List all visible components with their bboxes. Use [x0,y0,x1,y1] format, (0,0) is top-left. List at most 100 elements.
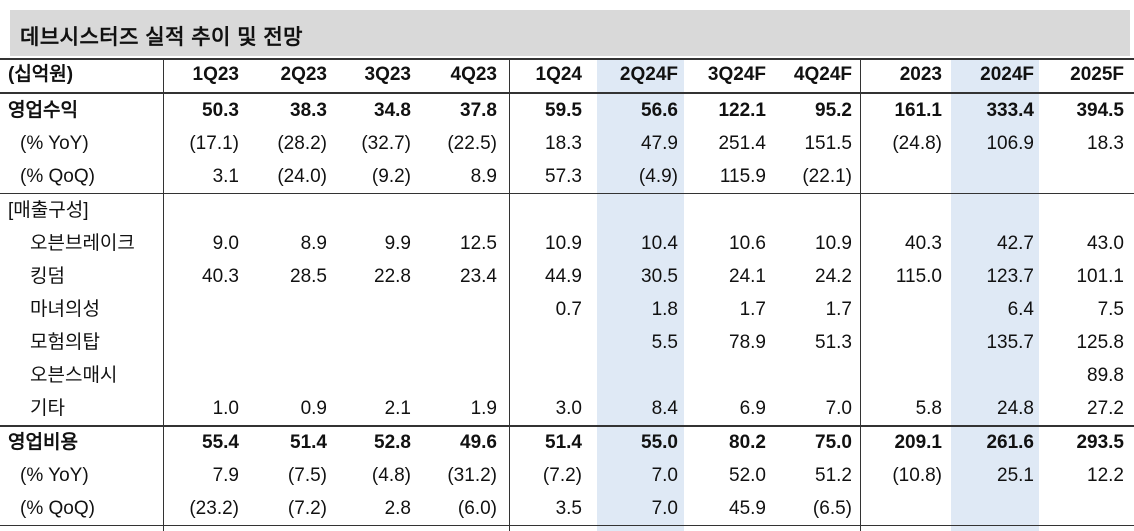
column-header: 3Q24F [707,64,766,85]
table-cell [861,359,942,392]
table-cell [861,160,942,193]
row-label: 오븐스매시 [30,365,118,386]
table-cell: 115.0 [895,266,942,287]
table-cell: 10.9 [545,233,582,254]
row-label: 마녀의성 [30,299,100,320]
table-cell [684,359,766,392]
table-cell: 8.9 [470,166,497,187]
table-cell: 1.8 [651,299,678,320]
unit-label: (십억원) [8,64,74,85]
table-cell: (7.2) [542,465,582,486]
row-label: (% QoQ) [20,498,95,519]
table-cell: 6.4 [1007,299,1034,320]
table-cell [253,359,327,392]
table-cell: 55.0 [641,432,678,453]
table-cell: 27.2 [1087,398,1124,419]
row-label: (% YoY) [20,465,89,486]
table-cell: 59.5 [545,100,582,121]
table-cell: 12.5 [460,233,497,254]
table-cell: (7.2) [287,498,327,519]
table-cell [425,326,497,359]
table-cell: 40.3 [202,266,239,287]
table-cell [861,326,942,359]
table-cell: 209.1 [894,432,942,453]
table-cell [165,293,239,326]
row-label: 킹덤 [30,266,65,287]
table-cell: 40.3 [905,233,942,254]
row-label: (% QoQ) [20,166,95,187]
column-header: 2023 [899,64,942,85]
table-cell: 251.4 [718,133,766,154]
table-cell: 7.0 [651,465,678,486]
table-cell: 1.7 [739,299,766,320]
table-cell: (7.5) [287,465,327,486]
table-cell: 125.8 [1076,332,1124,353]
table-cell: 115.9 [719,166,766,187]
horizontal-rule [0,425,1134,427]
table-cell [1039,492,1124,525]
table-cell: 6.9 [739,398,766,419]
title-bar: 데브시스터즈 실적 추이 및 전망 [10,10,1130,56]
table-cell: 3.5 [555,498,582,519]
table-cell [597,194,678,227]
table-cell: 7.5 [1097,299,1124,320]
table-cell [165,194,239,227]
table-cell [771,359,852,392]
table-cell: 78.9 [729,332,766,353]
table-cell [684,194,766,227]
table-cell: 24.2 [815,266,852,287]
row-label: 기타 [30,398,65,419]
table-cell: 95.2 [815,100,852,121]
row-label: [매출구성] [8,200,89,221]
table-cell: 1.0 [212,398,239,419]
table-cell: 38.3 [290,100,327,121]
table-cell: 50.3 [202,100,239,121]
table-cell: 30.5 [641,266,678,287]
table-cell: 1.7 [825,299,852,320]
table-cell [511,326,582,359]
table-row: (% QoQ) (23.2) (7.2) 2.8 (6.0) 3.5 7.0 45.9 (6.5… [0,492,1134,525]
table-row: [매출구성] [0,194,1134,227]
table-cell: 42.7 [997,233,1034,254]
table-cell: 52.8 [374,432,411,453]
table-cell: 24.1 [729,266,766,287]
table-cell [511,359,582,392]
table-cell: 51.4 [545,432,582,453]
vertical-rule [860,58,861,531]
table-cell [861,194,942,227]
table-cell: (17.1) [189,133,239,154]
table-cell: 28.5 [290,266,327,287]
table-cell: 12.2 [1087,465,1124,486]
table-cell: (4.8) [371,465,411,486]
table-cell: 123.7 [986,266,1034,287]
table-row: 기타 1.0 0.9 2.1 1.9 3.0 8.4 6.9 7.0 5.8 24.8 27.2 [0,392,1134,425]
table-cell: (4.9) [638,166,678,187]
table-cell [951,492,1034,525]
table-cell: 22.8 [374,266,411,287]
column-header: 1Q23 [192,64,239,85]
table-cell: (32.7) [361,133,411,154]
table-row: 영업수익 50.3 38.3 34.8 37.8 59.5 56.6 122.1 95.2 161… [0,94,1134,127]
table-cell: 106.9 [986,133,1034,154]
column-header: 4Q23 [450,64,497,85]
table-cell [253,293,327,326]
row-label: 모험의탑 [30,332,100,353]
table-cell [425,194,497,227]
table-cell: 24.8 [997,398,1034,419]
table-cell: (9.2) [371,166,411,187]
table-cell: 75.0 [815,432,852,453]
table-cell: 80.2 [729,432,766,453]
column-header: 1Q24 [535,64,582,85]
row-label: 오븐브레이크 [30,233,135,254]
table-cell: 43.0 [1087,233,1124,254]
table-cell: 45.9 [729,498,766,519]
table-cell: 49.6 [460,432,497,453]
table-cell: 293.5 [1076,432,1124,453]
table-cell [511,194,582,227]
table-cell: 2.8 [384,498,411,519]
table-cell: 23.4 [460,266,497,287]
table-cell: 394.5 [1076,100,1124,121]
table-cell: 7.9 [212,465,239,486]
table-cell: (6.0) [457,498,497,519]
row-label: 영업비용 [8,432,78,453]
